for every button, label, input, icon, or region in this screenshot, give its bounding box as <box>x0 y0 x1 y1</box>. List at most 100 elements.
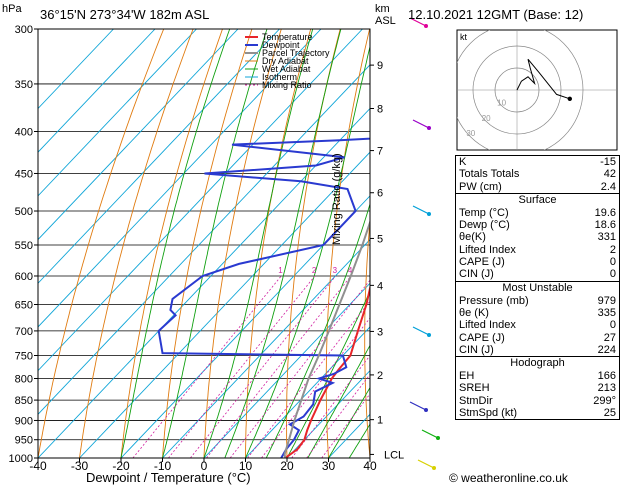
temperature-tick-label: -10 <box>154 459 172 473</box>
hodograph-row-value: 213 <box>597 382 616 395</box>
mixing-ratio-line <box>206 275 352 458</box>
wind-barb-dot <box>436 436 440 440</box>
pressure-tick-label: 450 <box>15 168 33 180</box>
wind-barb <box>409 17 427 27</box>
wind-barb <box>412 119 430 129</box>
temperature-tick-label: -40 <box>29 459 47 473</box>
km-tick-label: 9 <box>377 60 383 72</box>
most-unstable-row-label: Pressure (mb) <box>459 294 529 307</box>
index-row-value: 42 <box>603 168 616 181</box>
wind-barb-dot <box>424 408 428 412</box>
hodograph-ring-label: 30 <box>466 129 475 138</box>
pressure-tick-label: 950 <box>15 435 33 447</box>
surface-row-label: θe(K) <box>459 231 486 244</box>
mixing-ratio-line <box>291 354 370 458</box>
wind-barb <box>417 459 435 469</box>
temperature-tick-label: 40 <box>363 459 377 473</box>
most-unstable-row-label: Lifted Index <box>459 319 516 332</box>
wind-barb <box>421 429 439 439</box>
surface-row-value: 2 <box>609 243 616 256</box>
pressure-tick-label: 350 <box>15 79 33 91</box>
legend-label: Wet Adiabat <box>262 64 311 74</box>
hodograph-row-label: StmSpd (kt) <box>459 407 518 420</box>
hodograph-end-dot <box>567 96 572 102</box>
surface-row-label: Dewp (°C) <box>459 219 510 232</box>
pressure-tick-label: 800 <box>15 373 33 385</box>
datetime-label: 12.10.2021 12GMT (Base: 12) <box>408 7 584 22</box>
surface-row-label: Lifted Index <box>459 243 516 256</box>
hodograph-ring-label: 10 <box>497 98 506 107</box>
dry-adiabat-line <box>38 29 165 458</box>
wind-barb <box>412 326 430 336</box>
mixing-ratio-label: 3 <box>333 266 338 275</box>
isotherm-line <box>38 29 114 110</box>
dry-adiabat-line <box>402 29 429 458</box>
mixing-ratio-line <box>132 275 282 458</box>
hodograph-row: EH 166 <box>456 370 619 382</box>
pressure-tick-label: 400 <box>15 127 33 139</box>
dry-adiabat-line <box>364 216 370 458</box>
legend-label: Dry Adiabat <box>262 56 309 66</box>
wind-barb-dot <box>427 333 431 337</box>
isotherm-line <box>38 29 197 197</box>
isotherm-line <box>286 369 370 458</box>
wind-barb-dot <box>427 212 431 216</box>
isotherm-line <box>38 29 156 153</box>
wind-barb <box>412 205 430 215</box>
index-row-label: PW (cm) <box>459 180 502 193</box>
most-unstable-row-label: θe (K) <box>459 306 489 319</box>
pressure-tick-label: 650 <box>15 300 33 312</box>
mixing-ratio-label: 6 <box>370 266 375 275</box>
index-row: K -15 <box>456 156 619 168</box>
isotherm-line <box>245 326 370 458</box>
legend-label: Parcel Trajectory <box>262 48 330 58</box>
x-axis-label: Dewpoint / Temperature (°C) <box>86 470 251 485</box>
surface-row: CAPE (J) 0 <box>456 256 619 268</box>
isotherm-line <box>38 29 322 328</box>
hodograph-row-label: SREH <box>459 382 490 395</box>
km-tick-label: 7 <box>377 146 383 158</box>
pressure-tick-label: 850 <box>15 395 33 407</box>
surface-row-label: Temp (°C) <box>459 206 509 219</box>
km-tick-label: 5 <box>377 233 383 245</box>
hodograph-row: StmSpd (kt) 25 <box>456 407 619 419</box>
mixing-ratio-line <box>229 279 370 458</box>
mixing-ratio-line <box>261 317 370 458</box>
wet-adiabat-line <box>286 290 370 458</box>
wind-barb <box>409 401 427 411</box>
surface-row-value: 18.6 <box>594 219 616 232</box>
km-unit-label: km <box>375 3 390 15</box>
most-unstable-row: CIN (J) 224 <box>456 344 619 356</box>
mixing-ratio-line <box>190 275 336 458</box>
mixing-ratio-line <box>168 275 316 458</box>
dry-adiabat-line <box>120 29 223 458</box>
km-tick-label: 4 <box>377 280 383 292</box>
temperature-tick-label: 30 <box>322 459 336 473</box>
surface-row-value: 0 <box>609 268 616 281</box>
hpa-unit-label: hPa <box>2 3 22 15</box>
hodograph-unit-label: kt <box>460 32 468 42</box>
hodograph-row: StmDir 299° <box>456 395 619 407</box>
wind-barb-dot <box>432 466 436 470</box>
isotherm-line <box>38 29 363 372</box>
most-unstable-row-value: 224 <box>597 343 616 356</box>
mixing-ratio-label: 16 <box>428 266 437 275</box>
km-tick-label: 8 <box>377 104 383 116</box>
temperature-tick-label: 20 <box>280 459 294 473</box>
dry-adiabat-line <box>79 29 194 458</box>
most-unstable-title: Most Unstable <box>456 280 619 295</box>
hodograph-row-value: 25 <box>603 407 616 420</box>
isotherm-line <box>79 151 370 458</box>
hodograph-row-label: EH <box>459 370 475 383</box>
surface-row: Lifted Index 2 <box>456 244 619 256</box>
mixing-ratio-axis-label: Mixing Ratio (g/kg) <box>331 153 343 245</box>
pressure-tick-label: 700 <box>15 326 33 338</box>
wet-adiabat-line <box>265 202 370 458</box>
isotherm-line <box>38 107 370 458</box>
index-row-value: -15 <box>600 156 616 168</box>
most-unstable-row: CAPE (J) 27 <box>456 332 619 344</box>
temperature-tick-label: -20 <box>112 459 130 473</box>
most-unstable-row-value: 335 <box>597 306 616 319</box>
wet-adiabat-line <box>328 386 370 458</box>
